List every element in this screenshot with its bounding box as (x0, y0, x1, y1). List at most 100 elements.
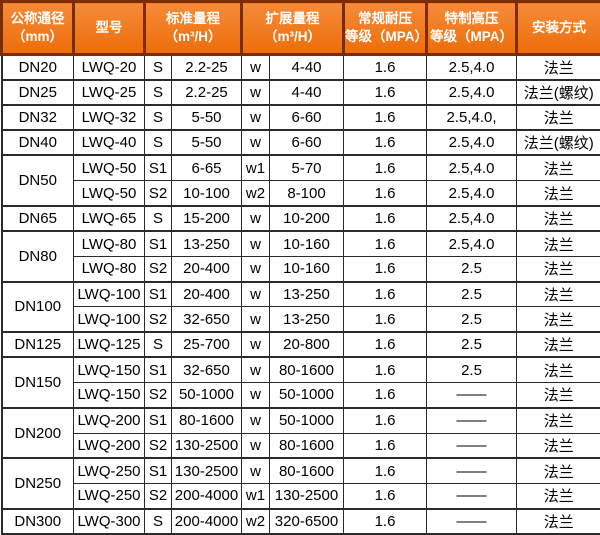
pressure-cell: 1.6 (343, 230, 427, 257)
table-header: 公称通径 （mm） 型号 标准量程 （m³/H） 扩展量程 （m³/H） 常规耐… (0, 0, 600, 56)
install-cell: 法兰 (516, 331, 600, 358)
w-code-cell: w (241, 382, 270, 409)
model-cell: LWQ-100 (73, 280, 145, 308)
ext-range-cell: 80-1600 (269, 457, 344, 484)
w-code-cell: w (241, 331, 270, 358)
table-row: DN32 LWQ-32 S 5-50 w 6-60 1.6 2.5,4.0, 法… (1, 103, 600, 131)
pressure-cell: 1.6 (343, 180, 427, 207)
header-nominal-diameter: 公称通径 （mm） (0, 0, 75, 56)
w-code-cell: w (241, 356, 270, 384)
ext-range-cell: 80-1600 (269, 432, 344, 459)
table-row: DN25 LWQ-25 S 2.2-25 w 4-40 1.6 2.5,4.0 … (1, 78, 600, 106)
std-range-cell: 15-200 (171, 204, 242, 232)
w-code-cell: w2 (241, 180, 270, 207)
table-row: DN50 LWQ-50 S1 6-65 w1 5-70 1.6 2.5,4.0 … (1, 154, 600, 207)
w-code-cell: w (241, 457, 270, 484)
install-cell: 法兰 (516, 230, 600, 257)
dn-cell: DN20 (1, 53, 74, 81)
ext-range-cell: 13-250 (269, 280, 344, 308)
pressure-cell: 1.6 (343, 432, 427, 459)
install-cell: 法兰 (516, 432, 600, 459)
w-code-cell: w1 (241, 154, 270, 182)
model-cell: LWQ-100 (73, 306, 145, 333)
high-pressure-cell: —— (426, 406, 517, 434)
table-row: LWQ-50 S2 10-100 w2 8-100 1.6 2.5,4.0 法兰 (2, 180, 600, 207)
s-code-cell: S2 (144, 432, 172, 459)
std-range-cell: 32-650 (171, 356, 242, 384)
high-pressure-cell: 2.5,4.0 (426, 78, 517, 106)
pressure-cell: 1.6 (343, 78, 427, 106)
ext-range-cell: 50-1000 (269, 382, 344, 409)
high-pressure-cell: —— (426, 382, 517, 409)
s-code-cell: S1 (144, 230, 172, 257)
pressure-cell: 1.6 (343, 382, 427, 409)
install-cell: 法兰 (516, 180, 600, 207)
model-cell: LWQ-50 (73, 180, 145, 207)
std-range-cell: 6-65 (171, 154, 242, 182)
w-code-cell: w (241, 255, 270, 283)
ext-range-cell: 80-1600 (269, 356, 344, 384)
std-range-cell: 5-50 (171, 103, 242, 131)
model-cell: LWQ-250 (73, 482, 145, 510)
install-cell: 法兰 (516, 204, 600, 232)
dn-cell: DN250 (1, 457, 74, 510)
table-row: DN200 LWQ-200 S1 80-1600 w 50-1000 1.6 —… (1, 406, 600, 459)
model-cell: LWQ-150 (73, 356, 145, 384)
table-row: DN80 LWQ-80 S1 13-250 w 10-160 1.6 2.5,4… (1, 230, 600, 283)
table-row: DN65 LWQ-65 S 15-200 w 10-200 1.6 2.5,4.… (1, 204, 600, 232)
w-code-cell: w (241, 406, 270, 434)
high-pressure-cell: 2.5,4.0 (426, 180, 517, 207)
s-code-cell: S2 (144, 306, 172, 333)
s-code-cell: S (144, 53, 172, 81)
ext-range-cell: 8-100 (269, 180, 344, 207)
install-cell: 法兰 (516, 154, 600, 182)
ext-range-cell: 4-40 (269, 53, 344, 81)
model-cell: LWQ-250 (73, 457, 145, 484)
table-row: LWQ-80 S2 20-400 w 10-160 1.6 2.5 法兰 (2, 255, 600, 283)
dn-cell: DN65 (1, 204, 74, 232)
std-range-cell: 130-2500 (171, 432, 242, 459)
w-code-cell: w (241, 204, 270, 232)
dn-cell: DN150 (1, 356, 74, 409)
header-extended-range: 扩展量程 （m³/H） (240, 0, 345, 56)
model-cell: LWQ-125 (73, 331, 145, 358)
ext-range-cell: 20-800 (269, 331, 344, 358)
model-cell: LWQ-80 (73, 230, 145, 257)
s-code-cell: S2 (144, 482, 172, 510)
pressure-cell: 1.6 (343, 204, 427, 232)
std-range-cell: 25-700 (171, 331, 242, 358)
ext-range-cell: 6-60 (269, 103, 344, 131)
high-pressure-cell: 2.5 (426, 331, 517, 358)
table-row: DN40 LWQ-40 S 5-50 w 6-60 1.6 2.5,4.0 法兰… (1, 129, 600, 156)
s-code-cell: S (144, 78, 172, 106)
install-cell: 法兰 (516, 306, 600, 333)
s-code-cell: S2 (144, 382, 172, 409)
s-code-cell: S (144, 507, 172, 535)
dn-cell: DN32 (1, 103, 74, 131)
std-range-cell: 20-400 (171, 255, 242, 283)
pressure-cell: 1.6 (343, 331, 427, 358)
dn-cell: DN80 (1, 230, 74, 283)
w-code-cell: w (241, 280, 270, 308)
install-cell: 法兰 (516, 507, 600, 535)
ext-range-cell: 130-2500 (269, 482, 344, 510)
header-standard-range: 标准量程 （m³/H） (143, 0, 243, 56)
pressure-cell: 1.6 (343, 53, 427, 81)
install-cell: 法兰(螺纹) (516, 78, 600, 106)
model-cell: LWQ-65 (73, 204, 145, 232)
std-range-cell: 10-100 (171, 180, 242, 207)
header-model: 型号 (72, 0, 146, 56)
s-code-cell: S (144, 103, 172, 131)
pressure-cell: 1.6 (343, 255, 427, 283)
high-pressure-cell: 2.5,4.0 (426, 154, 517, 182)
high-pressure-cell: 2.5 (426, 306, 517, 333)
pressure-cell: 1.6 (343, 482, 427, 510)
high-pressure-cell: —— (426, 457, 517, 484)
install-cell: 法兰 (516, 406, 600, 434)
dn-cell: DN25 (1, 78, 74, 106)
std-range-cell: 200-4000 (171, 482, 242, 510)
pressure-cell: 1.6 (343, 154, 427, 182)
s-code-cell: S1 (144, 280, 172, 308)
w-code-cell: w (241, 432, 270, 459)
